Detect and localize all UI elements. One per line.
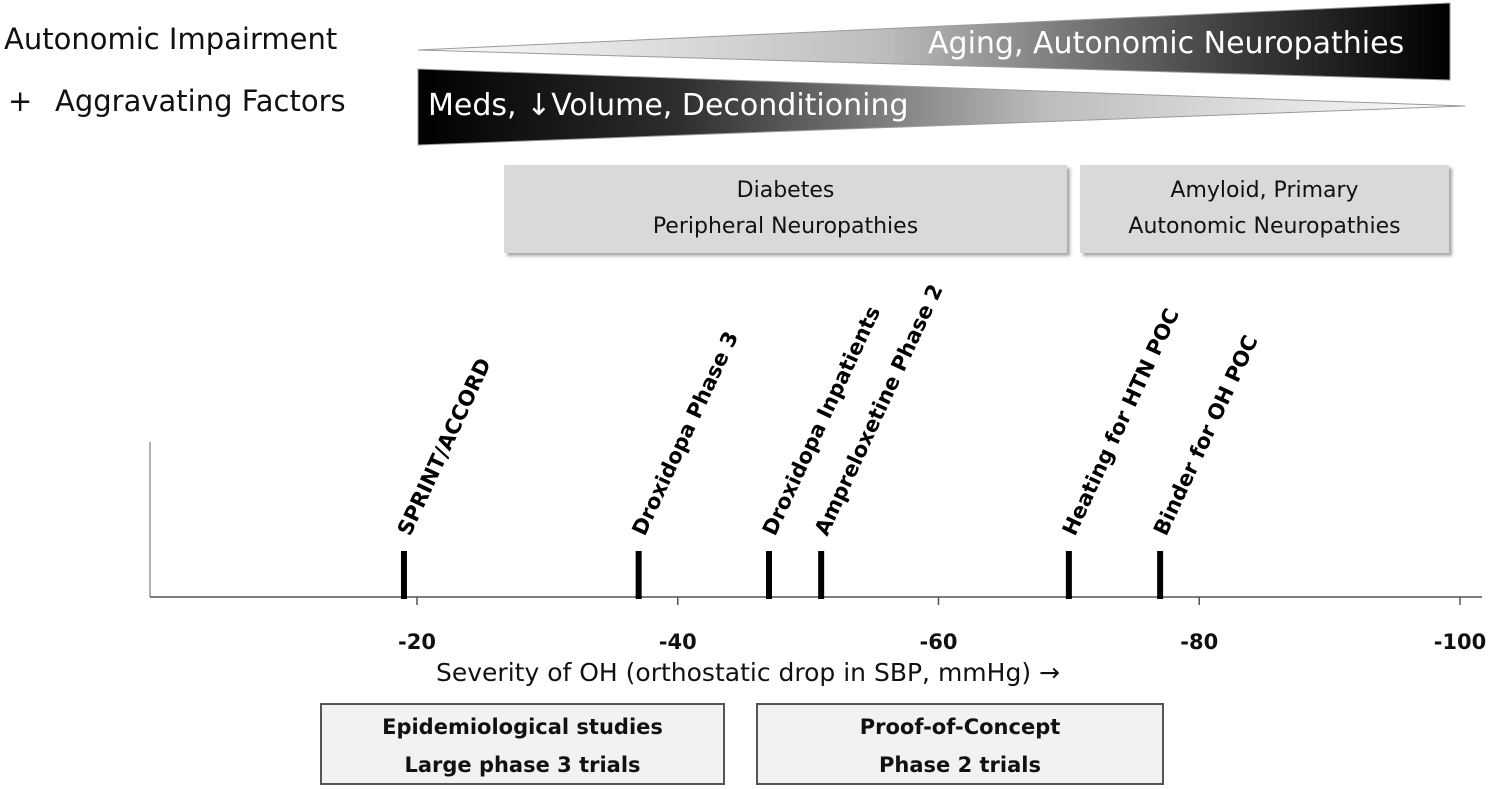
meds-wedge-label: Meds, ↓Volume, Deconditioning [428, 88, 909, 123]
amyloid-box: Amyloid, Primary Autonomic Neuropathies [1080, 165, 1449, 253]
study-marker [635, 551, 642, 599]
autonomic-impairment-label: Autonomic Impairment [4, 22, 338, 56]
amyloid-box-line2: Autonomic Neuropathies [1128, 214, 1401, 239]
study-label: Binder for OH POC [1149, 332, 1263, 539]
x-axis-tick-label: -20 [398, 630, 436, 654]
study-marker [400, 551, 407, 599]
x-axis-tick-label: -40 [659, 630, 697, 654]
epidemiological-box-line1: Epidemiological studies [382, 715, 663, 739]
proof-of-concept-box-line2: Phase 2 trials [879, 753, 1041, 777]
proof-of-concept-box-line1: Proof-of-Concept [859, 715, 1061, 739]
study-marker [1157, 551, 1164, 599]
aging-wedge-label: Aging, Autonomic Neuropathies [928, 26, 1405, 61]
study-label: Droxidopa Phase 3 [627, 328, 743, 539]
x-axis-tick-label: -80 [1180, 630, 1218, 654]
study-marker [818, 551, 825, 599]
x-axis-label: Severity of OH (orthostatic drop in SBP,… [436, 658, 1060, 687]
epidemiological-box: Epidemiological studies Large phase 3 tr… [320, 703, 725, 785]
proof-of-concept-box: Proof-of-Concept Phase 2 trials [756, 703, 1164, 785]
amyloid-box-line1: Amyloid, Primary [1170, 178, 1359, 203]
aging-wedge [417, 2, 1451, 81]
study-marker [766, 551, 773, 599]
diabetes-box-line1: Diabetes [736, 178, 835, 203]
meds-wedge [417, 68, 1466, 146]
diabetes-box: Diabetes Peripheral Neuropathies [504, 165, 1067, 253]
x-axis-tick-label: -100 [1434, 630, 1487, 654]
epidemiological-box-line2: Large phase 3 trials [404, 753, 641, 777]
x-axis-tick-label: -60 [920, 630, 958, 654]
plus-sign: + [8, 84, 33, 118]
study-label: SPRINT/ACCORD [393, 354, 496, 539]
study-marker [1065, 551, 1072, 599]
diabetes-box-line2: Peripheral Neuropathies [652, 214, 919, 239]
wedge-graphics [417, 2, 1466, 146]
aggravating-factors-label: Aggravating Factors [55, 84, 346, 118]
